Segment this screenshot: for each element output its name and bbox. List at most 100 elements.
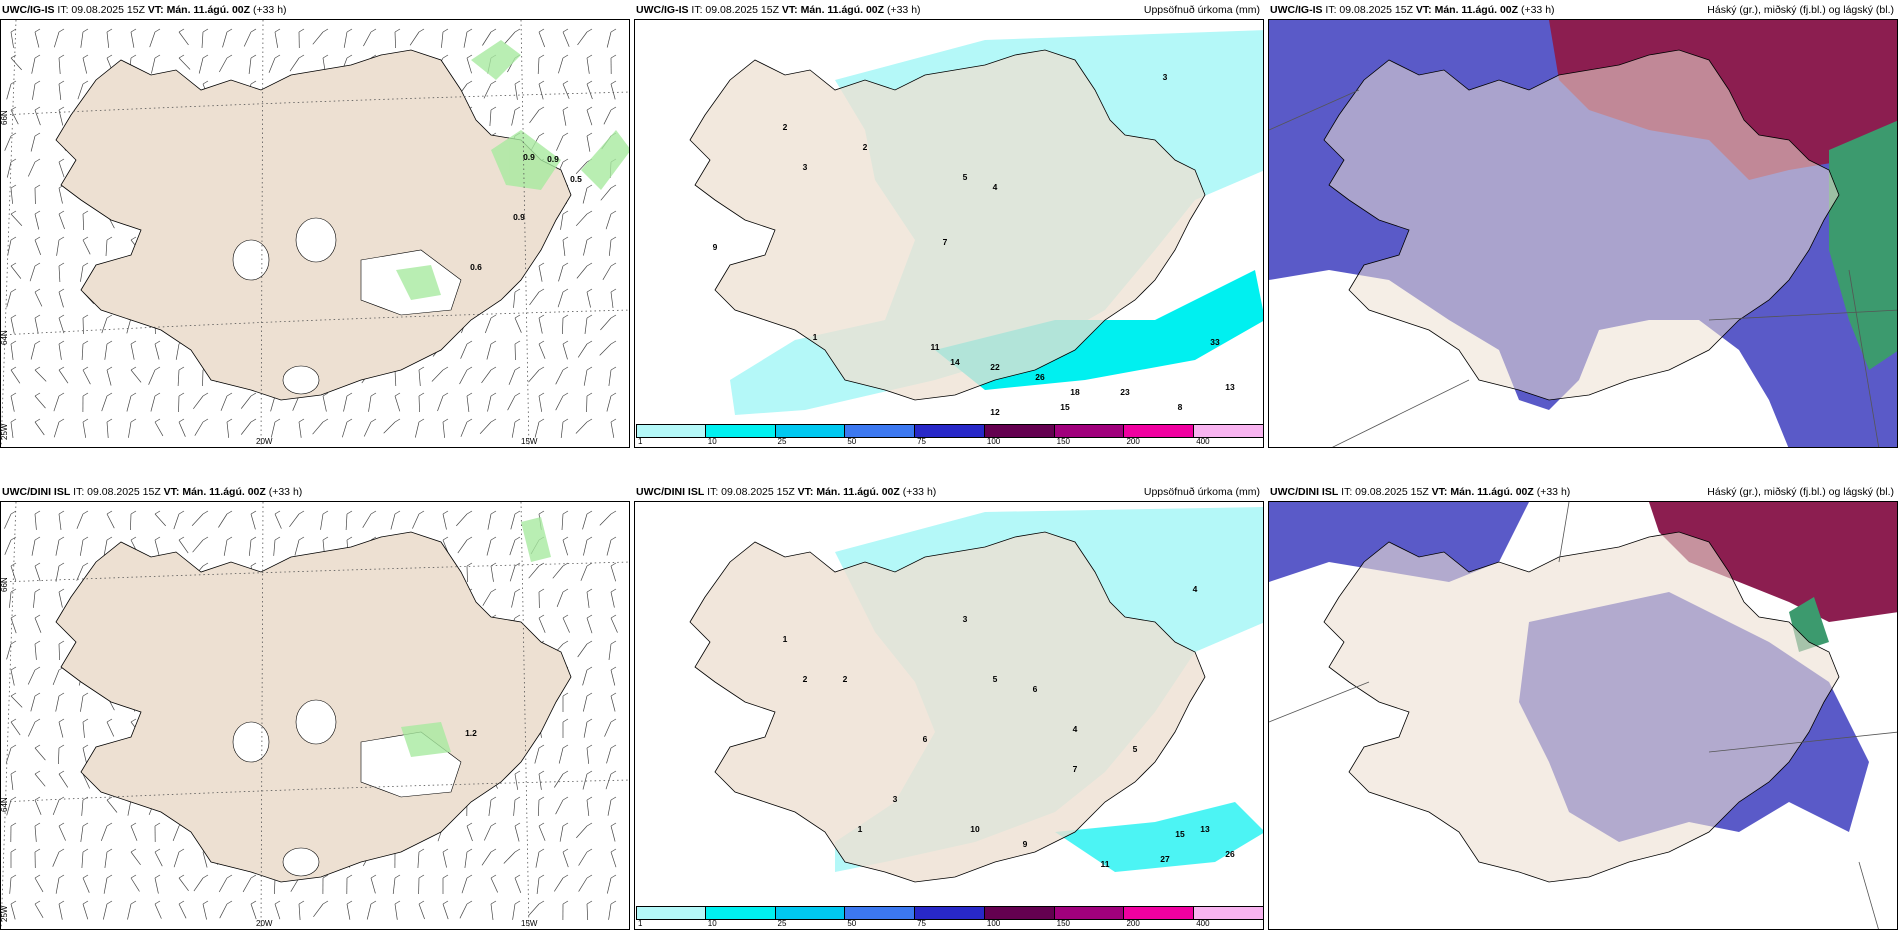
wind-barb-flag [466, 822, 473, 827]
wind-barb [106, 721, 115, 737]
wind-barb [577, 643, 588, 658]
wind-barb [578, 877, 588, 892]
wind-barb [602, 265, 612, 280]
wind-barb [10, 369, 21, 384]
wind-barb-flag [346, 900, 353, 905]
wind-barb-flag [154, 822, 161, 827]
wind-barb-flag [58, 744, 65, 749]
precip-value: 3 [803, 162, 808, 172]
wind-barb [193, 395, 204, 410]
wind-barb-flag [82, 80, 89, 85]
wind-barb [559, 825, 564, 842]
wind-barb [459, 903, 468, 919]
wind-barb [220, 395, 228, 411]
wind-barb-flag [538, 770, 545, 775]
wind-barb-flag [10, 640, 17, 645]
wind-barb [34, 773, 46, 787]
wind-barb [463, 31, 468, 48]
wind-barb [562, 317, 564, 335]
wind-barb [154, 513, 166, 527]
wind-barb [34, 395, 46, 409]
colorbar-tick: 50 [847, 437, 857, 446]
wind-barb-flag [130, 28, 137, 33]
wind-barb [130, 369, 142, 383]
wind-barb-flag [226, 900, 233, 905]
wind-value-labels: 0.9 0.9 0.5 0.9 0.6 [470, 152, 582, 272]
lon-label-20w: 20W [256, 919, 273, 928]
wind-barb [582, 669, 588, 686]
wind-barb [178, 877, 189, 892]
wind-barb [30, 695, 36, 712]
wind-barb [58, 161, 65, 178]
wind-barb-flag [226, 54, 233, 59]
iceland-land [1323, 531, 1840, 883]
wind-barb [154, 903, 162, 919]
valid-time: VT: Mán. 11.ágú. 00Z [1415, 4, 1519, 16]
map-precip: 2 3 5 7 9 1 2 4 14 22 26 18 23 33 13 15 … [634, 19, 1264, 448]
wind-barb-flag [178, 392, 185, 397]
precip-value: 13 [1225, 382, 1235, 392]
wind-barb-flag [538, 28, 545, 33]
model-name: UWC/IG-IS [636, 4, 689, 16]
wind-barb [538, 395, 543, 412]
wind-barb-flag [154, 54, 161, 59]
wind-barb-flag [466, 536, 473, 541]
wind-barb-flag [490, 848, 497, 853]
model-name: UWC/DINI ISL [1270, 486, 1339, 498]
wind-barb-flag [394, 418, 401, 423]
iceland-land [689, 531, 1206, 883]
wind-barb [538, 773, 542, 790]
wind-barb [82, 773, 91, 789]
wind-barb [514, 317, 522, 333]
wind-barb [58, 591, 63, 608]
wind-barb [457, 539, 468, 554]
colorbar-tick: 1 [638, 437, 643, 446]
wind-barb-flag [610, 718, 617, 723]
wind-barb [154, 877, 159, 894]
wind-barb [34, 421, 45, 436]
wind-barb [106, 513, 115, 529]
colorbar-swatch [984, 906, 1055, 920]
wind-barb-flag [562, 536, 569, 541]
wind-map-svg: 66N 64N 25W 20W 15W 0.9 0.9 0.5 0.9 0.6 [1, 20, 629, 447]
wind-barb [6, 643, 12, 660]
colorbar-swatch [775, 906, 846, 920]
wind-barb-flag [82, 54, 89, 59]
wind-barb [30, 343, 36, 360]
wind-barb [560, 213, 564, 230]
map-cloud [1268, 19, 1898, 448]
panel-header: UWC/DINI ISL IT: 09.08.2025 15Z VT: Mán.… [1270, 483, 1894, 501]
wind-barb-flag [178, 418, 185, 423]
wind-barb-flag [82, 262, 89, 267]
wind-barb-flag [82, 692, 89, 697]
wind-barb-flag [610, 418, 617, 423]
wind-barb-flag [322, 28, 329, 33]
wind-barb [30, 135, 36, 152]
wind-barb [198, 57, 204, 74]
wind-barb [58, 343, 62, 360]
precip-value: 1 [858, 824, 863, 834]
wind-barb [584, 317, 588, 334]
wind-barb-flag [106, 510, 113, 515]
lon-label-15w: 15W [521, 437, 538, 446]
wind-barb-flag [34, 900, 41, 905]
wind-barb-flag [10, 262, 17, 267]
wind-barb [103, 539, 108, 556]
wind-barb [10, 695, 23, 708]
wind-barb [414, 421, 420, 438]
precip-value: 1 [813, 332, 818, 342]
wind-barb-flag [538, 80, 545, 85]
wind-barb-flag [418, 418, 425, 423]
wind-barb [487, 395, 492, 412]
wind-barb-flag [10, 366, 17, 371]
precip-value: 2 [783, 122, 788, 132]
wind-barb-flag [298, 418, 305, 423]
wind-barb-flag [610, 640, 617, 645]
wind-barb-flag [562, 54, 569, 59]
wind-barb [313, 903, 324, 918]
wind-barb [345, 513, 348, 531]
precip-value: 22 [990, 362, 1000, 372]
wind-barb-flag [58, 692, 65, 697]
wind-barb [130, 851, 141, 866]
wind-barb [586, 747, 590, 764]
